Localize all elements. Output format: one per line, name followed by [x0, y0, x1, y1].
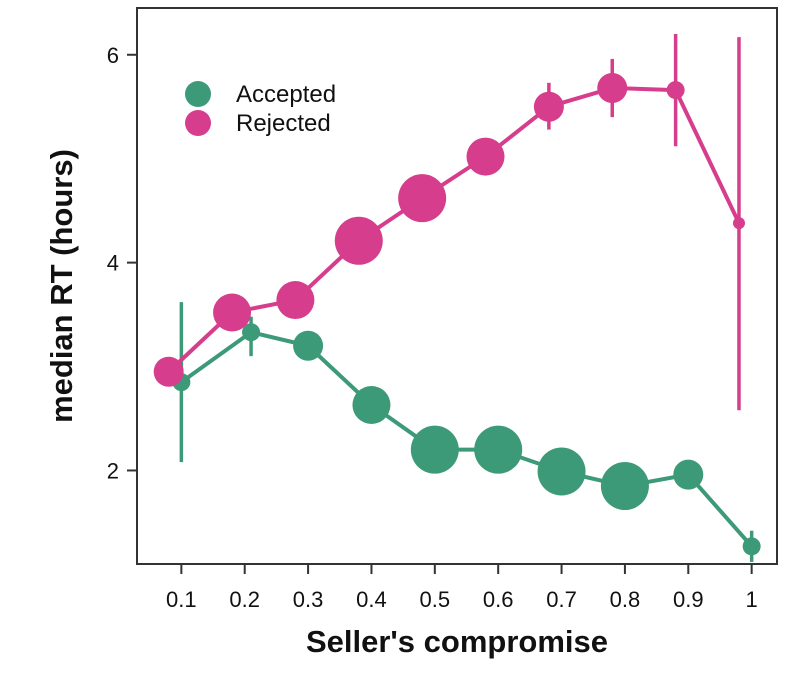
- plot-frame: [136, 7, 778, 565]
- y-tick-label: 2: [107, 458, 119, 483]
- series-layer: [153, 33, 761, 562]
- data-point: [276, 281, 315, 320]
- series-accepted: [172, 302, 761, 562]
- x-tick-label: 0.4: [356, 587, 387, 612]
- x-tick-label: 0.5: [420, 587, 451, 612]
- data-point: [334, 216, 383, 265]
- y-tick-label: 6: [107, 43, 119, 68]
- series-line: [167, 86, 741, 374]
- data-point: [398, 174, 447, 223]
- x-tick-label: 0.3: [293, 587, 324, 612]
- series-rejected: [153, 33, 745, 411]
- legend-item-accepted: Accepted: [185, 81, 336, 108]
- data-point: [474, 425, 523, 474]
- y-tick-label: 4: [107, 251, 119, 276]
- x-tick-label: 0.8: [610, 587, 641, 612]
- data-point: [213, 293, 252, 332]
- data-point: [153, 356, 184, 387]
- y-axis-title: median RT (hours): [44, 149, 79, 423]
- legend-label: Accepted: [236, 81, 336, 108]
- x-tick-label: 1: [746, 587, 758, 612]
- data-point: [410, 425, 459, 474]
- data-point: [466, 137, 505, 176]
- legend-label: Rejected: [236, 110, 331, 137]
- legend-marker: [185, 81, 211, 107]
- data-point: [352, 385, 391, 424]
- data-point: [242, 323, 261, 342]
- x-tick-label: 0.6: [483, 587, 514, 612]
- data-point: [533, 91, 564, 122]
- data-point: [742, 537, 761, 556]
- data-point: [666, 81, 685, 100]
- axis-ticks: 0.1 0.2 0.3 0.4 0.5 0.6 0.7 0.8 0.9 1 2 4 6: [107, 43, 758, 612]
- legend-marker: [185, 110, 211, 136]
- x-tick-label: 0.2: [229, 587, 260, 612]
- x-axis-title: Seller's compromise: [306, 624, 608, 659]
- data-point: [597, 73, 628, 104]
- data-point: [600, 462, 649, 511]
- x-tick-label: 0.7: [546, 587, 577, 612]
- x-tick-label: 0.1: [166, 587, 197, 612]
- data-point: [293, 330, 324, 361]
- data-point: [732, 217, 745, 230]
- x-tick-label: 0.9: [673, 587, 704, 612]
- data-point: [673, 459, 704, 490]
- data-point: [537, 447, 586, 496]
- series-line: [180, 330, 754, 548]
- legend-item-rejected: Rejected: [185, 110, 331, 137]
